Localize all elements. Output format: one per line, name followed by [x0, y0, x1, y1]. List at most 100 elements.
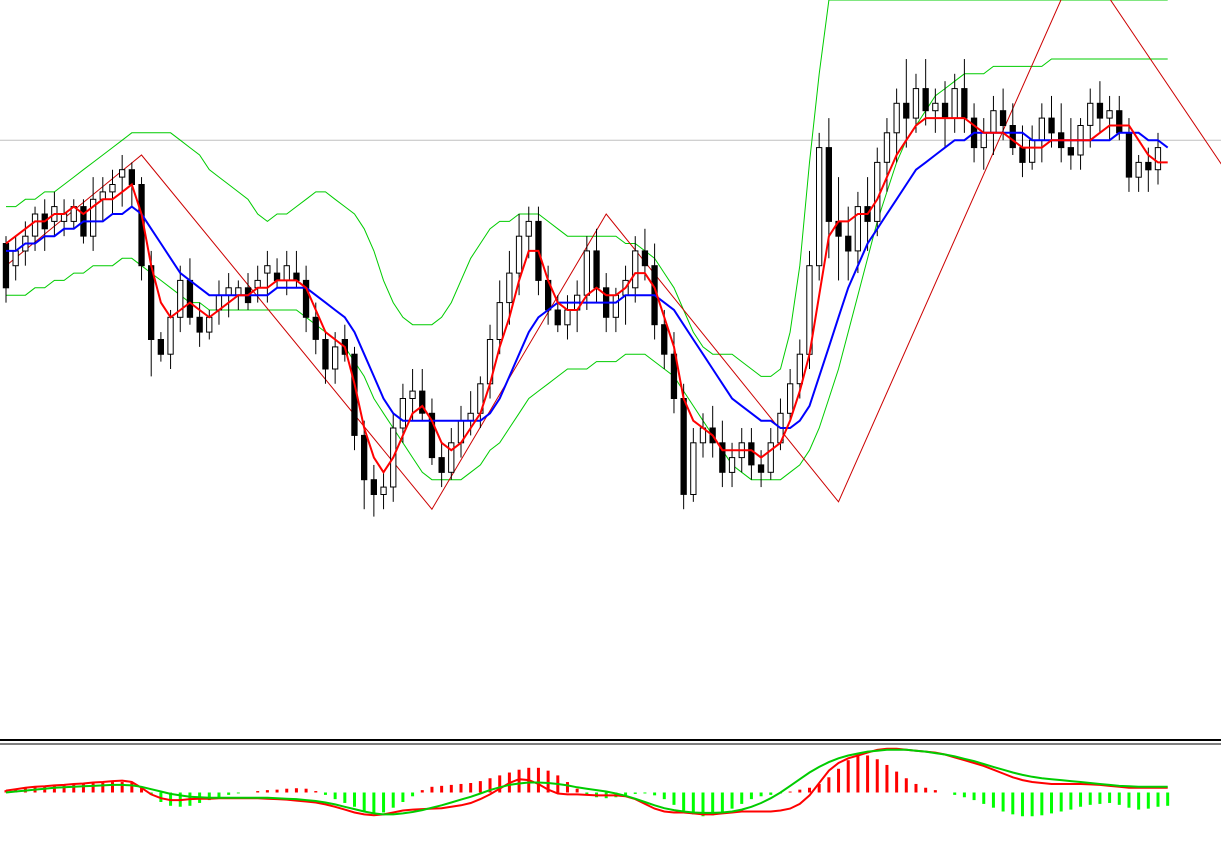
candle [90, 177, 97, 251]
candle-body-bull [496, 302, 503, 341]
candle-body-bear [825, 147, 833, 222]
candle-body-bull [467, 412, 474, 422]
candle [119, 154, 126, 207]
price-pane [0, 0, 1221, 517]
oscillator-green-line [5, 748, 1168, 816]
candle [177, 265, 184, 333]
candle-body-bear [312, 316, 319, 340]
candle-body-bull [332, 346, 339, 370]
candle-body-bull [690, 442, 697, 495]
candle [719, 420, 726, 488]
candle-body-bull [399, 398, 407, 429]
candle-body-bear [1096, 102, 1104, 119]
candle-body-bull [167, 316, 174, 355]
candle-body-bull [816, 147, 823, 267]
slow-ma-line [6, 131, 1169, 429]
candle [893, 88, 900, 163]
candle [1009, 103, 1016, 155]
candle [854, 191, 862, 274]
candle [767, 428, 774, 480]
candle-body-bear [680, 398, 687, 495]
candle [932, 88, 939, 133]
candle [632, 236, 639, 303]
candle-body-bull [12, 250, 19, 267]
candle-body-bear [757, 464, 765, 473]
candle-body-bull [787, 383, 794, 414]
candle-body-bull [1029, 139, 1036, 163]
candle [438, 442, 445, 488]
candle [1096, 81, 1104, 133]
candle-body-bull [796, 353, 804, 385]
candle [883, 118, 891, 192]
candle [690, 428, 697, 502]
candle-body-bull [525, 220, 532, 237]
candle-body-bear [1125, 132, 1133, 178]
candle-body-bull [632, 250, 639, 289]
oscillator-lines [5, 747, 1168, 817]
candle-body-bull [254, 279, 261, 289]
candle-body-bull [1106, 110, 1113, 119]
candle [380, 472, 387, 510]
candle-body-bear [922, 88, 929, 112]
candle [496, 280, 503, 355]
candle-body-bull [980, 132, 987, 149]
candle [109, 169, 116, 215]
candle [816, 132, 823, 281]
candle-body-bear [1116, 110, 1123, 134]
candle-body-bear [593, 250, 600, 289]
candle [1067, 118, 1074, 170]
zigzag [5, 0, 1221, 511]
candle-body-bull [564, 309, 571, 326]
candlesticks [2, 59, 1162, 517]
candle-body-bull [264, 265, 271, 274]
candle-body-bear [438, 457, 445, 473]
candle-body-bull [767, 442, 774, 473]
candle-body-bear [157, 339, 164, 355]
candle [845, 206, 852, 281]
candle-body-bull [283, 265, 290, 282]
candle-body-bull [893, 102, 900, 134]
candle-body-bull [1087, 102, 1094, 126]
candle [2, 236, 10, 303]
candle [903, 59, 910, 148]
candle-body-bull [60, 213, 68, 222]
candle [448, 428, 455, 480]
candle-body-bull [380, 486, 387, 496]
oscillator-red-line [5, 747, 1168, 817]
candle [757, 450, 765, 488]
candle [999, 88, 1007, 141]
candle [922, 59, 929, 126]
candle [787, 369, 794, 421]
candle-body-bull [31, 213, 39, 237]
candle-body-bear [748, 442, 755, 466]
candle [157, 332, 164, 362]
candle-body-bull [912, 88, 920, 119]
candle [322, 332, 329, 384]
candle-body-bear [196, 316, 203, 333]
candle [361, 420, 368, 510]
candle [428, 398, 436, 465]
candle [748, 428, 755, 480]
candle [506, 250, 513, 325]
candle [1048, 95, 1055, 148]
candle-body-bear [293, 272, 300, 282]
candle-body-bear [961, 88, 968, 119]
candle-body-bear [641, 250, 649, 267]
candle-body-bear [1009, 125, 1016, 149]
candle-body-bull [612, 294, 620, 318]
candle-body-bear [322, 339, 329, 370]
candle [1087, 88, 1094, 148]
candle-body-bull [583, 250, 591, 296]
candle-body-bear [1145, 161, 1152, 171]
candle [351, 346, 358, 451]
candle [370, 464, 378, 517]
candle-body-bear [148, 265, 155, 341]
candle-body-bull [235, 287, 242, 296]
candle-body-bull [448, 442, 455, 473]
candle-body-bull [225, 287, 232, 296]
candle-body-bull [951, 88, 958, 119]
oscillator-histogram [4, 754, 1170, 817]
oscillator-pane [4, 747, 1170, 817]
